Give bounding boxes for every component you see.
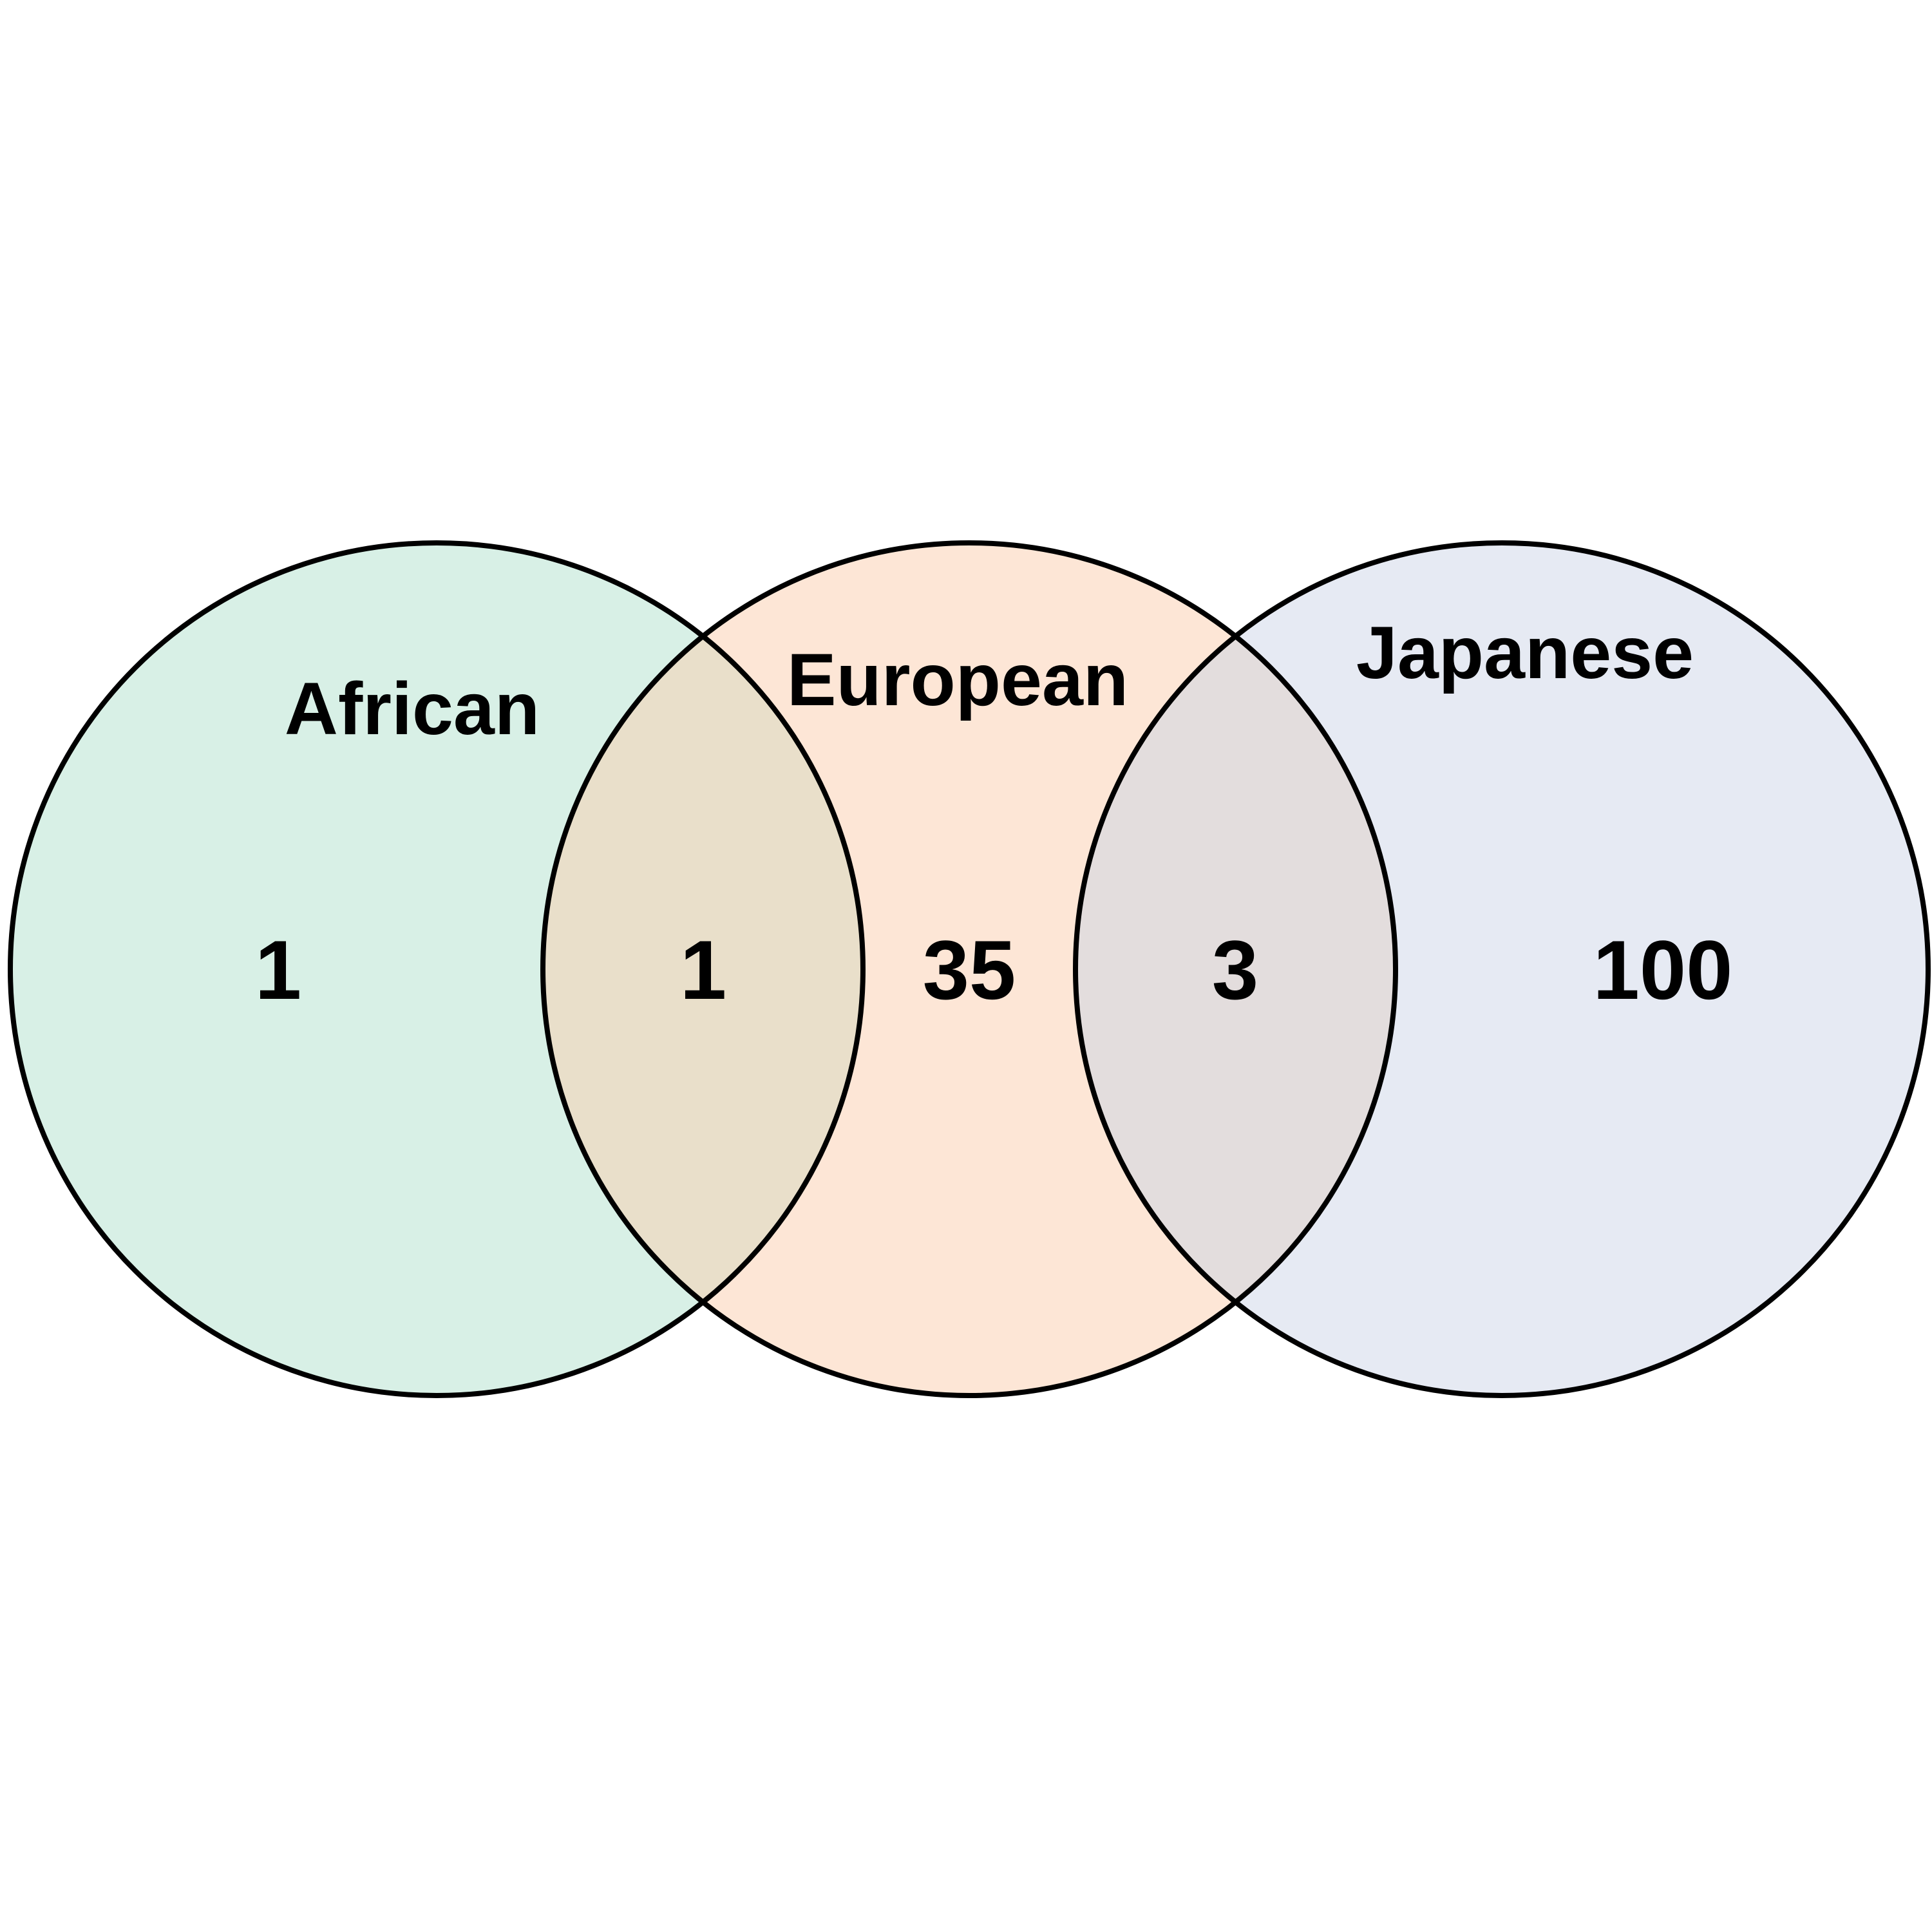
african-set-label: African (285, 668, 540, 750)
european-japanese-count: 3 (1212, 923, 1258, 1017)
african-only-count: 1 (255, 923, 301, 1017)
african-set-outline (8, 540, 866, 1398)
european-japanese-intersection (1075, 543, 1396, 1396)
european-only-count: 35 (923, 923, 1016, 1017)
european-set-outline (540, 540, 1398, 1398)
japanese-set-outline (1073, 540, 1931, 1398)
european-set-label: European (787, 639, 1128, 721)
japanese-set-label: Japanese (1356, 612, 1694, 694)
african-european-intersection (543, 543, 863, 1396)
african-european-count: 1 (680, 923, 726, 1017)
japanese-only-count: 100 (1593, 923, 1733, 1017)
